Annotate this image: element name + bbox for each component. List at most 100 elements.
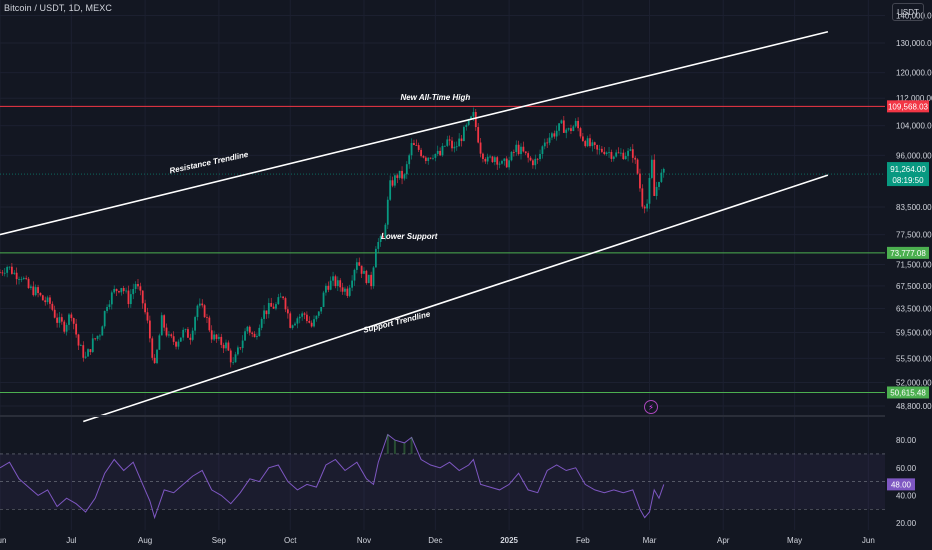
- candle[interactable]: [139, 282, 142, 296]
- candle[interactable]: [503, 158, 506, 166]
- candle[interactable]: [15, 267, 18, 285]
- candle[interactable]: [89, 349, 92, 356]
- candle[interactable]: [384, 222, 387, 241]
- candle[interactable]: [382, 232, 384, 238]
- candle[interactable]: [215, 333, 218, 343]
- candle[interactable]: [584, 139, 587, 148]
- candle[interactable]: [160, 312, 163, 336]
- candle[interactable]: [110, 290, 113, 310]
- candle[interactable]: [643, 205, 646, 214]
- candle[interactable]: [660, 169, 663, 183]
- candle[interactable]: [624, 152, 627, 160]
- candle[interactable]: [332, 271, 334, 286]
- candle[interactable]: [291, 324, 294, 330]
- candle[interactable]: [543, 138, 546, 150]
- candle[interactable]: [365, 269, 368, 285]
- candle[interactable]: [636, 158, 639, 175]
- candle[interactable]: [465, 123, 468, 131]
- candle[interactable]: [615, 149, 618, 158]
- candle[interactable]: [603, 147, 606, 156]
- candle[interactable]: [339, 278, 342, 292]
- rsi-line[interactable]: [0, 433, 665, 520]
- candle[interactable]: [458, 133, 461, 147]
- candle[interactable]: [227, 340, 230, 351]
- candle[interactable]: [555, 125, 558, 141]
- candle[interactable]: [322, 290, 325, 308]
- candle[interactable]: [420, 147, 422, 158]
- candle[interactable]: [129, 289, 132, 308]
- candle[interactable]: [70, 312, 73, 322]
- candle[interactable]: [156, 348, 158, 365]
- candle[interactable]: [53, 305, 56, 319]
- candle[interactable]: [317, 311, 320, 318]
- candle[interactable]: [6, 265, 9, 278]
- candle[interactable]: [589, 134, 591, 148]
- candle[interactable]: [56, 313, 58, 328]
- candle[interactable]: [553, 130, 556, 139]
- candle[interactable]: [120, 287, 123, 296]
- candle[interactable]: [315, 315, 318, 322]
- candle[interactable]: [8, 266, 11, 270]
- candle[interactable]: [496, 155, 499, 170]
- candle[interactable]: [65, 322, 68, 336]
- candle[interactable]: [79, 343, 82, 346]
- candle[interactable]: [639, 168, 641, 192]
- candle[interactable]: [146, 307, 149, 324]
- symbol-title[interactable]: Bitcoin / USDT, 1D, MEXC: [4, 3, 112, 13]
- candle[interactable]: [184, 328, 187, 333]
- candle[interactable]: [127, 285, 130, 308]
- trendlines[interactable]: [0, 30, 829, 423]
- candle[interactable]: [37, 284, 39, 298]
- candle[interactable]: [84, 351, 87, 360]
- candle[interactable]: [39, 292, 42, 297]
- candle[interactable]: [229, 348, 232, 368]
- candle[interactable]: [548, 133, 551, 146]
- candle[interactable]: [396, 173, 399, 184]
- candle[interactable]: [344, 286, 346, 296]
- candle[interactable]: [565, 127, 568, 139]
- candle[interactable]: [222, 342, 225, 353]
- candle[interactable]: [367, 274, 370, 284]
- candle[interactable]: [75, 318, 78, 338]
- candle[interactable]: [427, 157, 430, 165]
- candle[interactable]: [189, 333, 192, 345]
- candle[interactable]: [451, 136, 453, 152]
- candle[interactable]: [320, 306, 323, 314]
- candle[interactable]: [172, 331, 175, 346]
- candle[interactable]: [225, 339, 227, 352]
- candle[interactable]: [125, 287, 127, 294]
- candle[interactable]: [253, 331, 256, 338]
- candle[interactable]: [113, 285, 116, 294]
- candle[interactable]: [486, 153, 489, 165]
- candle[interactable]: [72, 317, 75, 330]
- candle[interactable]: [574, 118, 577, 128]
- candle[interactable]: [82, 341, 85, 362]
- candle[interactable]: [341, 282, 344, 295]
- candle[interactable]: [493, 155, 496, 166]
- candle[interactable]: [505, 156, 508, 168]
- candle[interactable]: [536, 158, 539, 164]
- candle[interactable]: [334, 274, 337, 289]
- candle[interactable]: [275, 302, 277, 311]
- candle[interactable]: [455, 141, 458, 151]
- candle[interactable]: [358, 257, 361, 267]
- candle[interactable]: [282, 295, 285, 300]
- candle[interactable]: [106, 304, 108, 314]
- candle[interactable]: [163, 314, 166, 332]
- candle[interactable]: [570, 124, 572, 135]
- candle[interactable]: [220, 333, 223, 349]
- candle[interactable]: [289, 311, 292, 329]
- candle[interactable]: [58, 312, 61, 328]
- candle[interactable]: [10, 263, 13, 275]
- candle[interactable]: [329, 276, 332, 291]
- candle[interactable]: [581, 133, 584, 142]
- currency-unit-button[interactable]: USDT: [892, 3, 924, 21]
- candle[interactable]: [572, 124, 575, 132]
- candle[interactable]: [529, 156, 532, 162]
- candle[interactable]: [256, 333, 258, 340]
- candle[interactable]: [246, 325, 249, 334]
- candle[interactable]: [32, 281, 35, 297]
- candle[interactable]: [634, 155, 637, 164]
- candle[interactable]: [303, 312, 306, 320]
